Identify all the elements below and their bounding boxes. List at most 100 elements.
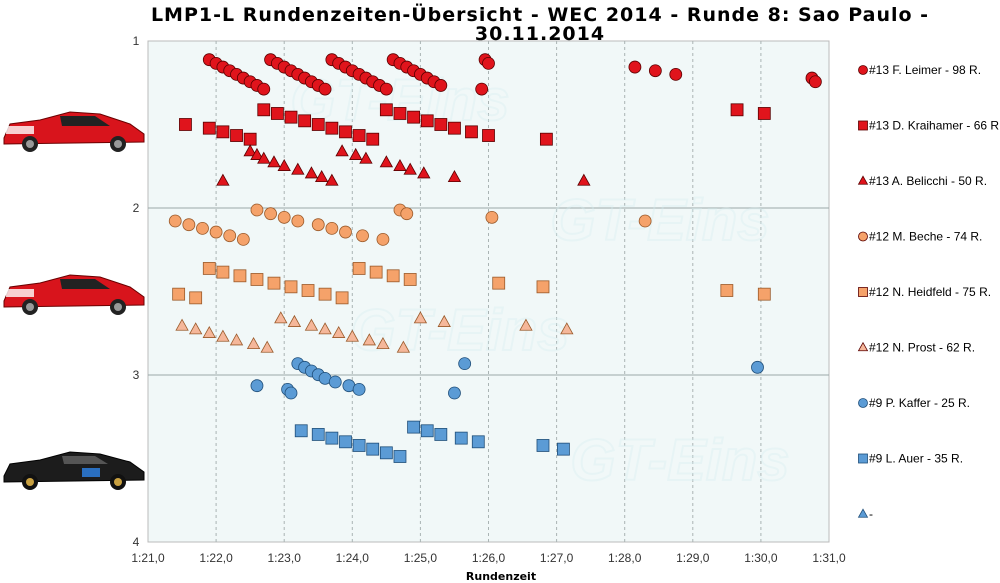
data-point xyxy=(172,287,186,301)
data-point xyxy=(757,107,771,120)
data-point xyxy=(216,125,230,139)
data-point xyxy=(376,232,390,246)
data-point xyxy=(345,329,359,342)
legend-entry: #12 M. Beche - 74 R. xyxy=(869,230,982,244)
data-point xyxy=(420,424,434,438)
data-point xyxy=(648,64,662,78)
data-point xyxy=(434,118,448,131)
data-point xyxy=(366,132,380,146)
data-point xyxy=(196,221,209,235)
data-point xyxy=(318,82,332,96)
data-point xyxy=(332,325,346,338)
data-point xyxy=(400,207,414,221)
data-point xyxy=(434,428,448,441)
data-point xyxy=(339,225,352,239)
data-point xyxy=(471,435,485,449)
watermark-text: GT-Eins xyxy=(550,188,769,253)
data-point xyxy=(298,114,312,128)
data-point xyxy=(189,291,203,305)
data-point xyxy=(277,158,291,171)
data-point xyxy=(216,173,230,186)
legend-entry: #12 N. Heidfeld - 75 R. xyxy=(869,285,991,299)
x-tick-label: 1:23,0 xyxy=(268,551,302,565)
data-point xyxy=(396,340,411,353)
legend-entry: #9 P. Kaffer - 25 R. xyxy=(869,396,970,410)
data-point xyxy=(236,232,250,246)
data-point xyxy=(730,103,744,117)
data-point xyxy=(230,129,243,142)
data-point xyxy=(417,166,431,179)
data-point xyxy=(376,336,390,349)
data-point xyxy=(352,439,366,452)
data-point xyxy=(482,129,495,142)
x-tick-label: 1:26,0 xyxy=(472,551,506,565)
data-point xyxy=(454,431,468,445)
data-point xyxy=(243,132,257,146)
data-point xyxy=(257,103,271,117)
data-point xyxy=(335,291,349,305)
data-point xyxy=(379,103,393,117)
data-point xyxy=(274,311,288,324)
data-point xyxy=(434,79,448,92)
data-point xyxy=(301,284,315,297)
data-point xyxy=(267,276,281,290)
data-point xyxy=(318,322,332,335)
data-point xyxy=(175,318,189,331)
legend-marker xyxy=(857,341,869,352)
data-point xyxy=(366,442,380,456)
data-point xyxy=(270,107,284,120)
data-point xyxy=(284,386,298,400)
legend-entry: #13 F. Leimer - 98 R. xyxy=(869,63,981,77)
data-point xyxy=(311,218,325,232)
data-point xyxy=(267,155,281,168)
data-point xyxy=(311,428,325,441)
data-point xyxy=(264,207,277,221)
data-point xyxy=(291,162,305,175)
data-point xyxy=(182,218,196,232)
x-tick-label: 1:30,0 xyxy=(744,551,778,565)
data-point xyxy=(519,318,533,331)
data-point xyxy=(260,340,274,353)
data-point xyxy=(209,225,223,239)
data-point xyxy=(304,318,319,331)
legend-marker xyxy=(857,175,869,185)
legend-marker xyxy=(858,287,868,297)
data-point xyxy=(379,446,393,460)
data-point xyxy=(362,333,377,346)
data-point xyxy=(403,162,417,175)
legend-marker xyxy=(858,65,868,75)
data-point xyxy=(448,121,461,135)
data-point xyxy=(250,147,264,160)
data-point xyxy=(356,229,369,243)
data-point xyxy=(325,173,339,186)
data-point xyxy=(638,214,652,228)
data-point xyxy=(277,210,291,224)
x-tick-label: 1:27,0 xyxy=(540,551,574,565)
data-point xyxy=(325,221,339,235)
data-point xyxy=(352,382,366,396)
data-point xyxy=(628,60,642,74)
legend-marker xyxy=(858,231,868,242)
red-car-12-image xyxy=(3,274,145,315)
data-point xyxy=(339,435,352,449)
x-axis-label: Rundenzeit xyxy=(466,570,536,583)
black-car-9-image xyxy=(3,451,145,490)
y-tick-label: 2 xyxy=(133,201,140,215)
data-point xyxy=(539,132,553,146)
data-point xyxy=(447,169,462,182)
data-point xyxy=(168,214,182,228)
data-point xyxy=(311,118,325,131)
data-point xyxy=(485,210,499,224)
data-point xyxy=(287,314,302,327)
x-tick-label: 1:22,0 xyxy=(199,551,233,565)
data-point xyxy=(560,322,574,335)
y-tick-label: 1 xyxy=(133,34,140,48)
data-point xyxy=(229,333,244,346)
data-point xyxy=(751,360,764,374)
data-point xyxy=(448,386,461,400)
data-point xyxy=(577,173,591,186)
data-point xyxy=(465,125,478,139)
legend-marker xyxy=(858,453,868,464)
data-point xyxy=(379,82,393,96)
